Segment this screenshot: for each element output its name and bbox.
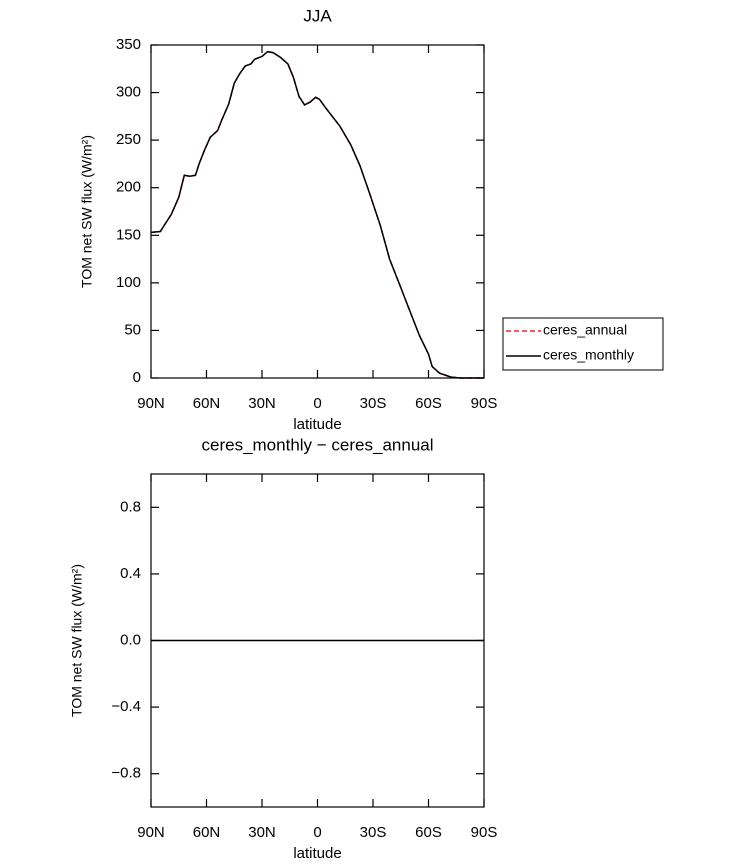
- x-tick-label: 30N: [248, 395, 276, 412]
- legend-label: ceres_monthly: [543, 347, 634, 363]
- y-tick-label: −0.4: [111, 698, 141, 715]
- x-axis-label: latitude: [293, 416, 341, 433]
- y-tick-label: 100: [116, 274, 141, 291]
- x-tick-label: 0: [313, 395, 321, 412]
- series-line: [150, 50, 484, 379]
- x-tick-label: 30S: [360, 824, 387, 841]
- chart-title: JJA: [303, 6, 332, 25]
- x-axis-label: latitude: [293, 845, 341, 862]
- x-tick-label: 90N: [137, 395, 165, 412]
- x-tick-label: 90S: [471, 824, 498, 841]
- y-axis-label: TOM net SW flux (W/m²): [69, 564, 85, 717]
- plot-frame: [150, 473, 485, 808]
- y-tick-label: 200: [116, 179, 141, 196]
- plot-frame: [150, 44, 485, 379]
- chart-title: ceres_monthly − ceres_annual: [202, 435, 434, 454]
- x-tick-label: 60S: [415, 395, 442, 412]
- x-tick-label: 60S: [415, 824, 442, 841]
- y-tick-label: 0.8: [120, 498, 141, 515]
- y-tick-label: 250: [116, 131, 141, 148]
- y-tick-label: 300: [116, 84, 141, 101]
- x-tick-label: 0: [313, 824, 321, 841]
- y-tick-label: 350: [116, 36, 141, 53]
- y-tick-label: 150: [116, 226, 141, 243]
- x-tick-label: 60N: [193, 395, 221, 412]
- y-tick-label: 0.0: [120, 631, 141, 648]
- y-tick-label: 50: [124, 321, 141, 338]
- y-tick-label: 0.4: [120, 565, 141, 582]
- y-axis-label: TOM net SW flux (W/m²): [79, 135, 95, 288]
- legend-box: [502, 317, 664, 371]
- x-tick-label: 60N: [193, 824, 221, 841]
- y-tick-label: 0: [133, 369, 141, 386]
- y-tick-label: −0.8: [111, 765, 141, 782]
- x-tick-label: 90N: [137, 824, 165, 841]
- series-line: [150, 50, 484, 379]
- x-tick-label: 30S: [360, 395, 387, 412]
- legend-label: ceres_annual: [543, 322, 627, 338]
- x-tick-label: 90S: [471, 395, 498, 412]
- x-tick-label: 30N: [248, 824, 276, 841]
